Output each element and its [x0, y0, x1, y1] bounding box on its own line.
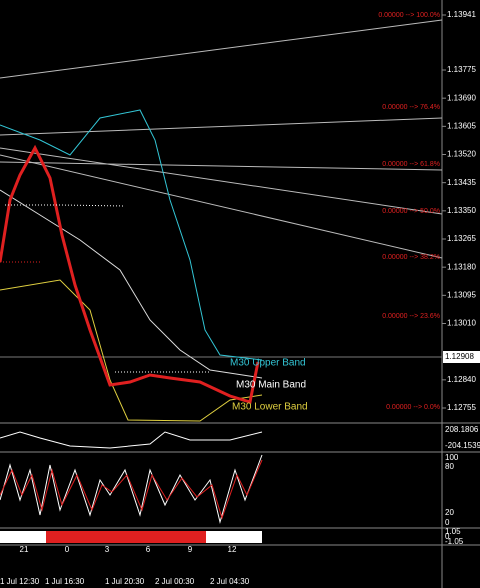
fib-label: 0.00000 --> 0.0%	[386, 404, 440, 411]
price-label: 1.13095	[447, 290, 476, 299]
band-label: M30 Lower Band	[232, 402, 308, 413]
trend-line	[0, 147, 443, 215]
date-label: 1 Jul 12:30	[0, 577, 40, 586]
hour-label: 0	[65, 545, 70, 554]
price-label: 1.12755	[447, 403, 476, 412]
trend-line	[0, 154, 443, 259]
fib-label: 0.00000 --> 100.0%	[378, 12, 440, 19]
price-line	[0, 144, 260, 404]
band-label: M30 Upper Band	[230, 358, 306, 369]
stoch-main	[0, 454, 263, 524]
date-label: 2 Jul 04:30	[210, 577, 250, 586]
trend-line	[0, 117, 443, 136]
cci-axis-label: -204.15392	[445, 441, 480, 450]
hour-label: 3	[105, 545, 110, 554]
price-label: 1.13690	[447, 93, 476, 102]
price-labels: 1.13941 1.13775 1.13690 1.13605 1.13520 1.134…	[442, 10, 476, 412]
date-label: 1 Jul 20:30	[105, 577, 145, 586]
stoch-axis-label: 20	[445, 508, 454, 517]
current-price: 1.12908	[445, 352, 474, 361]
price-label: 1.13775	[447, 65, 476, 74]
fib-label: 0.00000 --> 76.4%	[382, 104, 440, 111]
price-label: 1.13520	[447, 150, 476, 159]
fib-labels: 0.00000 --> 100.0% 0.00000 --> 76.4% 0.0…	[378, 12, 440, 411]
bar-axis-label: 1.05	[445, 527, 461, 536]
stoch-signal	[0, 459, 263, 520]
bar-axis-label: -1.05	[445, 537, 464, 546]
hour-label: 9	[188, 545, 193, 554]
fib-label: 0.00000 --> 50.0%	[382, 208, 440, 215]
cci-line	[0, 431, 263, 449]
price-label: 1.13350	[447, 206, 476, 215]
trend-line	[0, 19, 443, 79]
lower-band	[0, 279, 263, 422]
stoch-axis-label: 0	[445, 518, 450, 527]
signal-bar-red	[46, 531, 206, 543]
hour-labels: 21 0 3 6 9 12	[20, 545, 237, 554]
fib-label: 0.00000 --> 23.6%	[382, 313, 440, 320]
cci-axis-label: 208.1806	[445, 425, 479, 434]
price-label: 1.13180	[447, 262, 476, 271]
stoch-axis-label: 80	[445, 462, 454, 471]
stoch-axis-label: 100	[445, 453, 459, 462]
fib-label: 0.00000 --> 38.2%	[382, 254, 440, 261]
price-label: 1.13265	[447, 234, 476, 243]
hour-label: 21	[20, 545, 29, 554]
hour-label: 12	[228, 545, 237, 554]
date-label: 1 Jul 16:30	[45, 577, 85, 586]
main-band	[0, 189, 263, 379]
upper-band	[0, 109, 263, 361]
price-label: 1.13941	[447, 10, 476, 19]
price-label: 1.12840	[447, 375, 476, 384]
dotted-level	[5, 204, 126, 207]
fib-label: 0.00000 --> 61.8%	[382, 161, 440, 168]
price-label: 1.13010	[447, 319, 476, 328]
hour-label: 6	[146, 545, 151, 554]
band-label: M30 Main Band	[236, 380, 306, 391]
trend-line	[0, 161, 443, 171]
date-labels: 1 Jul 12:30 1 Jul 16:30 1 Jul 20:30 2 Jul 0…	[0, 577, 250, 586]
bar-axis-label: 0	[445, 532, 450, 541]
date-label: 2 Jul 00:30	[155, 577, 195, 586]
price-label: 1.13605	[447, 121, 476, 130]
price-label: 1.13435	[447, 178, 476, 187]
current-price-box	[443, 351, 480, 363]
